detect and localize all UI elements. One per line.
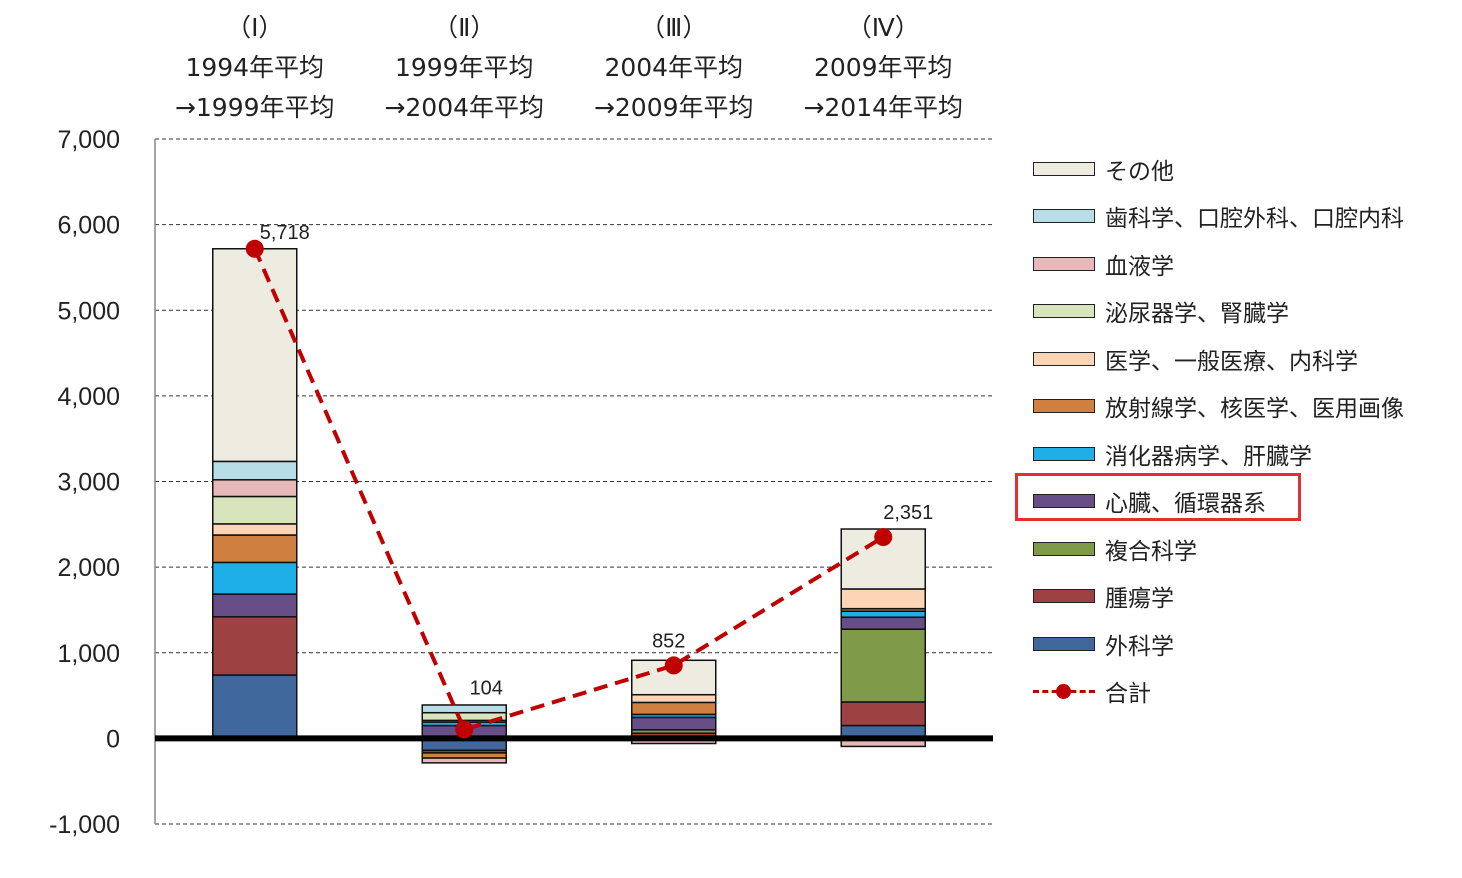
legend-label: その他 — [1105, 158, 1174, 185]
legend-swatch — [1033, 494, 1095, 509]
legend-item: 血液学 — [1033, 240, 1404, 288]
bar-segment — [212, 534, 298, 564]
total-data-label: 2,351 — [883, 502, 933, 524]
bar-segment — [840, 616, 926, 630]
legend-label: 腫瘍学 — [1105, 586, 1174, 613]
legend-item: 心臓、循環器系 — [1033, 478, 1404, 526]
bar-segment — [212, 674, 298, 740]
bar-segment — [840, 701, 926, 727]
legend-swatch — [1033, 399, 1095, 414]
legend: その他歯科学、口腔外科、口腔内科 血液学泌尿器学、腎臓学医学、一般医療、内科学放射… — [1033, 145, 1404, 715]
period-from: 2009年平均 — [813, 53, 953, 82]
bar-segment — [840, 628, 926, 703]
bar-segment — [421, 757, 507, 764]
legend-label: 消化器病学、肝臓学 — [1105, 443, 1312, 470]
legend-swatch — [1033, 636, 1095, 651]
y-tick-label: 2,000 — [57, 554, 120, 582]
total-point — [874, 528, 893, 547]
legend-swatch — [1033, 351, 1095, 366]
legend-item: 放射線学、核医学、医用画像 — [1033, 383, 1404, 431]
legend-label: 歯科学、口腔外科、口腔内科 — [1105, 206, 1404, 233]
legend-swatch — [1033, 304, 1095, 319]
bar-segment — [212, 593, 298, 618]
period-num: （Ⅳ） — [846, 13, 920, 42]
legend-line-marker — [1033, 684, 1095, 700]
bar-segment — [840, 588, 926, 610]
legend-label: 複合科学 — [1105, 538, 1197, 565]
bar-segment — [212, 460, 298, 481]
legend-swatch — [1033, 446, 1095, 461]
period-header: （Ⅲ） 2004年平均 →2009年平均 — [564, 8, 784, 128]
bar-segment — [840, 610, 926, 618]
total-data-label: 852 — [652, 630, 685, 652]
legend-label: 血液学 — [1105, 253, 1174, 280]
period-header: （Ⅰ） 1994年平均 →1999年平均 — [145, 8, 365, 128]
period-header: （Ⅱ） 1999年平均 →2004年平均 — [354, 8, 574, 128]
y-tick-label: 1,000 — [57, 640, 120, 668]
legend-item: 消化器病学、肝臓学 — [1033, 430, 1404, 478]
period-to: →2004年平均 — [384, 93, 545, 122]
legend-label: 泌尿器学、腎臓学 — [1105, 301, 1289, 328]
legend-label: 放射線学、核医学、医用画像 — [1105, 396, 1404, 423]
period-from: 2004年平均 — [604, 53, 744, 82]
legend-item: その他 — [1033, 145, 1404, 193]
period-num: （Ⅲ） — [640, 13, 708, 42]
period-to: →1999年平均 — [174, 93, 335, 122]
bar-segment — [421, 752, 507, 759]
bar-segment — [212, 523, 298, 536]
legend-swatch — [1033, 161, 1095, 176]
total-point — [664, 656, 683, 675]
period-num: （Ⅱ） — [433, 13, 496, 42]
legend-item-total: 合計 — [1033, 668, 1404, 716]
highlight-box — [1015, 473, 1301, 521]
legend-item: 医学、一般医療、内科学 — [1033, 335, 1404, 383]
legend-item: 外科学 — [1033, 620, 1404, 668]
period-from: 1999年平均 — [394, 53, 534, 82]
total-data-label: 104 — [470, 677, 503, 699]
period-to: →2014年平均 — [803, 93, 964, 122]
y-tick-label: 0 — [106, 725, 120, 753]
bar-segment — [212, 561, 298, 595]
total-point — [455, 720, 474, 739]
bar-segment — [212, 248, 298, 463]
total-point — [245, 239, 264, 258]
legend-label: 医学、一般医療、内科学 — [1105, 348, 1358, 375]
y-tick-label: 6,000 — [57, 212, 120, 240]
bar-segment — [631, 701, 717, 716]
period-to: →2009年平均 — [593, 93, 754, 122]
legend-swatch — [1033, 541, 1095, 556]
legend-item: 複合科学 — [1033, 525, 1404, 573]
y-tick-label: -1,000 — [49, 811, 120, 839]
period-header: （Ⅳ） 2009年平均 →2014年平均 — [773, 8, 993, 128]
bar-segment — [212, 495, 298, 525]
bar-segment — [631, 716, 717, 731]
bar-segment — [631, 693, 717, 704]
legend-label: 心臓、循環器系 — [1105, 491, 1266, 518]
legend-swatch — [1033, 589, 1095, 604]
y-tick-label: 4,000 — [57, 383, 120, 411]
y-tick-label: 3,000 — [57, 469, 120, 497]
legend-label: 外科学 — [1105, 633, 1174, 660]
legend-swatch — [1033, 256, 1095, 271]
legend-item: 歯科学、口腔外科、口腔内科 — [1033, 193, 1404, 241]
bar-segment — [212, 616, 298, 676]
legend-swatch — [1033, 209, 1095, 224]
total-data-label: 5,718 — [260, 222, 310, 244]
legend-item: 泌尿器学、腎臓学 — [1033, 288, 1404, 336]
legend-label: 合計 — [1105, 681, 1151, 708]
period-num: （Ⅰ） — [226, 13, 284, 42]
period-from: 1994年平均 — [185, 53, 325, 82]
y-tick-label: 5,000 — [57, 297, 120, 325]
y-tick-label: 7,000 — [57, 126, 120, 154]
total-line — [252, 247, 885, 732]
bar-segment — [421, 704, 507, 714]
legend-item: 腫瘍学 — [1033, 573, 1404, 621]
bar-segment — [212, 479, 298, 498]
